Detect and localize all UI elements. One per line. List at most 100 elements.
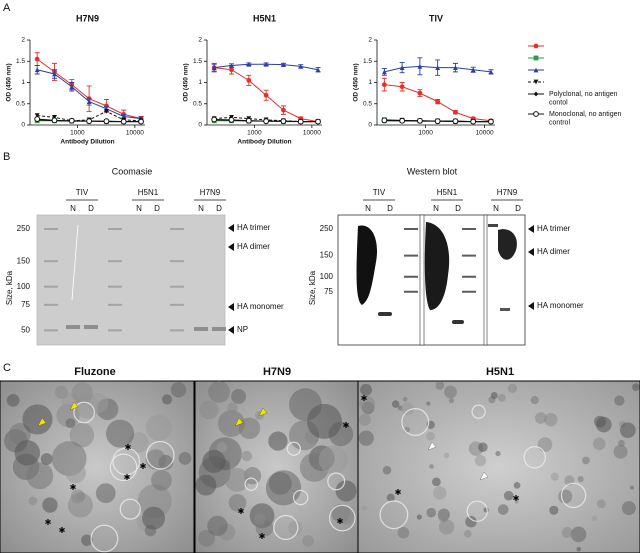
ladder-band <box>44 285 58 288</box>
y-axis-label: OD (450 nm) <box>353 63 360 101</box>
particle <box>54 385 69 399</box>
marker <box>211 116 218 123</box>
ladder-band <box>404 290 418 293</box>
size-label: 150 <box>17 256 31 265</box>
em-title: Fluzone <box>74 366 116 378</box>
particle <box>69 422 95 448</box>
lane-label: D <box>216 204 222 213</box>
size-axis-label: Size, kDa <box>5 270 14 305</box>
band-arrow <box>528 225 534 233</box>
particle <box>577 476 584 483</box>
asterisk <box>513 495 519 501</box>
marker <box>315 118 321 125</box>
y-axis-label: OD (450 nm) <box>6 63 13 101</box>
particle <box>561 526 573 538</box>
band-label: HA monomer <box>537 301 584 310</box>
marker <box>104 109 109 114</box>
band-arrow <box>528 302 534 310</box>
ladder-band <box>404 254 418 257</box>
particle <box>178 451 192 465</box>
marker <box>298 63 304 69</box>
y-tick-label: 0 <box>21 122 25 129</box>
marker <box>211 65 217 71</box>
particle <box>231 389 247 404</box>
particle <box>570 526 587 543</box>
particle <box>288 520 303 536</box>
blot-band <box>500 308 510 311</box>
particle <box>416 514 422 520</box>
marker <box>435 99 441 105</box>
particle <box>306 403 342 439</box>
marker <box>281 62 286 68</box>
band-label: HA trimer <box>237 223 271 232</box>
particle <box>224 467 249 492</box>
panel-label: A <box>3 2 11 14</box>
marker <box>263 92 269 98</box>
size-label: 100 <box>320 272 334 281</box>
particle <box>582 456 590 465</box>
em-title: H5N1 <box>486 366 514 378</box>
particle <box>361 505 368 511</box>
marker <box>417 90 423 96</box>
particle <box>435 381 445 390</box>
particle <box>594 415 606 428</box>
y-axis-label: OD (450 nm) <box>183 63 190 101</box>
em-image: H5N1 <box>357 366 640 553</box>
asterisk <box>337 518 343 524</box>
lane-label: N <box>493 204 499 213</box>
particle <box>513 481 521 489</box>
arrowhead <box>69 401 79 411</box>
particle <box>195 474 217 496</box>
line-chart: H7N9 0 0.5 1 1.5 2 1000 10000 OD (450 nm) Antibod… <box>6 13 145 146</box>
arrowhead <box>427 441 437 451</box>
size-label: 250 <box>17 224 31 233</box>
y-tick-label: 0.5 <box>363 100 372 107</box>
vesicle <box>286 441 301 456</box>
ladder-band <box>170 260 184 263</box>
particle <box>70 489 85 504</box>
particle <box>358 430 374 446</box>
marker <box>280 118 287 125</box>
divider <box>419 214 425 346</box>
particle <box>426 507 437 518</box>
y-tick-label: 1.5 <box>16 58 25 65</box>
marker <box>452 118 459 125</box>
particle <box>535 412 547 424</box>
size-label: 150 <box>320 251 334 260</box>
particle <box>426 401 431 406</box>
particle <box>358 413 371 426</box>
particle <box>145 414 173 441</box>
particle <box>497 393 506 402</box>
particle <box>432 486 447 500</box>
marker <box>245 117 252 124</box>
asterisk <box>259 533 265 539</box>
size-label: 250 <box>320 224 334 233</box>
y-tick-label: 2 <box>198 37 202 44</box>
marker <box>533 91 539 97</box>
blot-band <box>356 225 378 305</box>
lane-label: N <box>365 204 371 213</box>
ladder-band <box>170 329 184 332</box>
lane-label: D <box>154 204 160 213</box>
y-tick-label: 0.5 <box>16 100 25 107</box>
particle <box>432 477 441 487</box>
particle <box>514 499 519 504</box>
particle <box>81 534 93 546</box>
y-tick-label: 1 <box>21 79 25 86</box>
vesicle <box>328 504 356 532</box>
band-label: HA trimer <box>537 224 571 233</box>
chart-title: H5N1 <box>253 13 276 23</box>
blot-band <box>498 229 517 260</box>
particle <box>478 442 488 453</box>
legend-label: Monoclonal, no antigen control <box>549 111 621 127</box>
gel-title: Coomasie <box>112 166 153 176</box>
asterisk <box>45 519 51 525</box>
marker <box>435 65 441 71</box>
gel-band <box>84 325 98 329</box>
asterisk <box>125 444 131 450</box>
gel-band <box>194 327 208 331</box>
particle <box>8 422 31 445</box>
panel-label: C <box>3 362 11 374</box>
particle <box>40 453 53 465</box>
asterisk <box>70 484 76 490</box>
